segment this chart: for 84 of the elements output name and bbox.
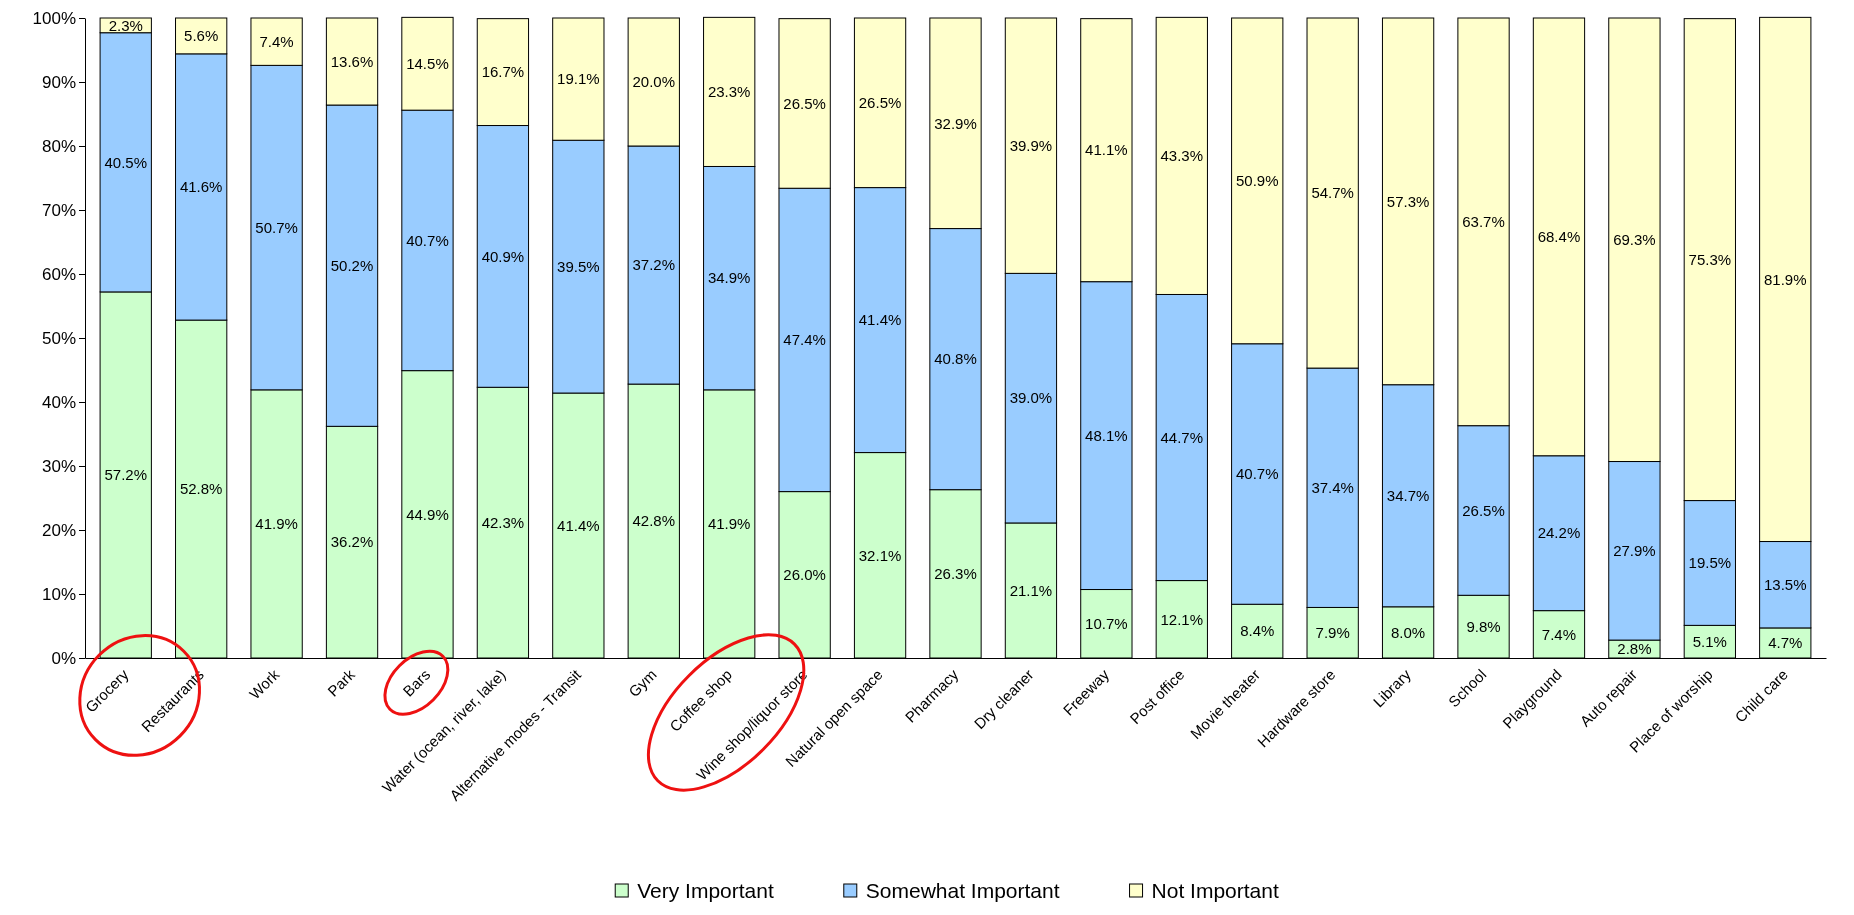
data-label: 8.0%: [1391, 623, 1426, 641]
data-label: 5.1%: [1692, 632, 1727, 650]
data-label: 26.5%: [858, 94, 902, 112]
data-label: 26.3%: [934, 565, 977, 583]
data-label: 8.4%: [1240, 622, 1275, 640]
y-tick-label: 0%: [51, 648, 76, 668]
data-label: 52.8%: [179, 480, 223, 498]
y-tick-label: 80%: [41, 136, 76, 156]
data-label: 50.7%: [255, 218, 298, 236]
data-label: 26.5%: [1462, 501, 1505, 519]
data-label: 41.4%: [858, 311, 902, 329]
data-label: 34.9%: [707, 269, 751, 287]
data-label: 37.2%: [632, 256, 676, 274]
data-label: 57.3%: [1386, 192, 1430, 210]
data-label: 39.9%: [1009, 136, 1053, 154]
y-tick-label: 50%: [41, 328, 76, 348]
data-label: 40.9%: [481, 247, 525, 265]
data-label: 43.3%: [1160, 147, 1204, 165]
data-label: 13.5%: [1763, 575, 1807, 593]
data-label: 54.7%: [1311, 184, 1354, 202]
data-label: 34.7%: [1386, 487, 1430, 505]
data-label: 23.3%: [707, 83, 751, 101]
data-label: 7.4%: [1541, 625, 1577, 643]
data-label: 48.1%: [1085, 426, 1128, 444]
data-label: 32.9%: [934, 114, 977, 132]
data-label: 36.2%: [330, 533, 374, 551]
data-label: 14.5%: [406, 55, 449, 73]
data-label: 40.7%: [1235, 465, 1279, 483]
y-tick-label: 40%: [41, 392, 76, 412]
data-label: 40.5%: [104, 153, 148, 171]
data-label: 39.5%: [557, 257, 600, 275]
data-label: 39.0%: [1009, 389, 1053, 407]
data-label: 50.2%: [330, 256, 374, 274]
y-tick-label: 20%: [41, 520, 76, 540]
data-label: 2.3%: [108, 16, 143, 34]
data-label: 37.4%: [1311, 479, 1354, 497]
data-label: 41.6%: [179, 178, 223, 196]
data-label: 40.8%: [934, 350, 977, 368]
data-label: 24.2%: [1537, 524, 1581, 542]
data-label: 40.7%: [406, 231, 449, 249]
data-label: 47.4%: [783, 331, 826, 349]
y-tick-label: 30%: [41, 456, 76, 476]
legend-label: Somewhat Important: [865, 879, 1060, 903]
data-label: 7.4%: [259, 32, 294, 50]
data-label: 75.3%: [1688, 250, 1732, 268]
data-label: 4.7%: [1768, 634, 1803, 652]
data-label: 19.1%: [557, 70, 600, 88]
data-label: 7.9%: [1315, 623, 1350, 641]
data-label: 20.0%: [632, 73, 676, 91]
legend-label: Very Important: [637, 879, 774, 903]
data-label: 41.4%: [557, 516, 600, 534]
data-label: 19.5%: [1688, 554, 1732, 572]
data-label: 57.2%: [104, 466, 148, 484]
y-tick-label: 10%: [41, 584, 76, 604]
data-label: 41.9%: [707, 515, 751, 533]
data-label: 10.7%: [1085, 615, 1128, 633]
data-label: 68.4%: [1537, 228, 1581, 246]
y-tick-label: 60%: [41, 264, 76, 284]
data-label: 69.3%: [1613, 231, 1656, 249]
y-tick-label: 90%: [41, 72, 76, 92]
x-tick-label: Gym: [625, 665, 660, 701]
y-tick-label: 70%: [41, 200, 76, 220]
data-label: 42.3%: [481, 513, 525, 531]
data-label: 26.0%: [783, 566, 826, 584]
data-label: 42.8%: [632, 512, 676, 530]
data-label: 26.5%: [783, 94, 826, 112]
data-label: 41.9%: [255, 515, 298, 533]
data-label: 21.1%: [1009, 581, 1053, 599]
data-label: 63.7%: [1462, 213, 1505, 231]
data-label: 41.1%: [1085, 141, 1128, 159]
data-label: 13.6%: [330, 52, 374, 70]
data-label: 50.9%: [1235, 172, 1279, 190]
data-label: 16.7%: [481, 63, 525, 81]
data-label: 44.9%: [406, 505, 449, 523]
data-label: 32.1%: [858, 546, 902, 564]
data-label: 44.7%: [1160, 428, 1204, 446]
legend-label: Not Important: [1151, 879, 1279, 903]
data-label: 2.8%: [1617, 640, 1652, 658]
y-tick-label: 100%: [32, 8, 76, 28]
data-label: 27.9%: [1613, 542, 1656, 560]
data-label: 81.9%: [1763, 270, 1807, 288]
data-label: 5.6%: [184, 27, 219, 45]
data-label: 9.8%: [1466, 617, 1501, 635]
data-label: 12.1%: [1160, 610, 1204, 628]
